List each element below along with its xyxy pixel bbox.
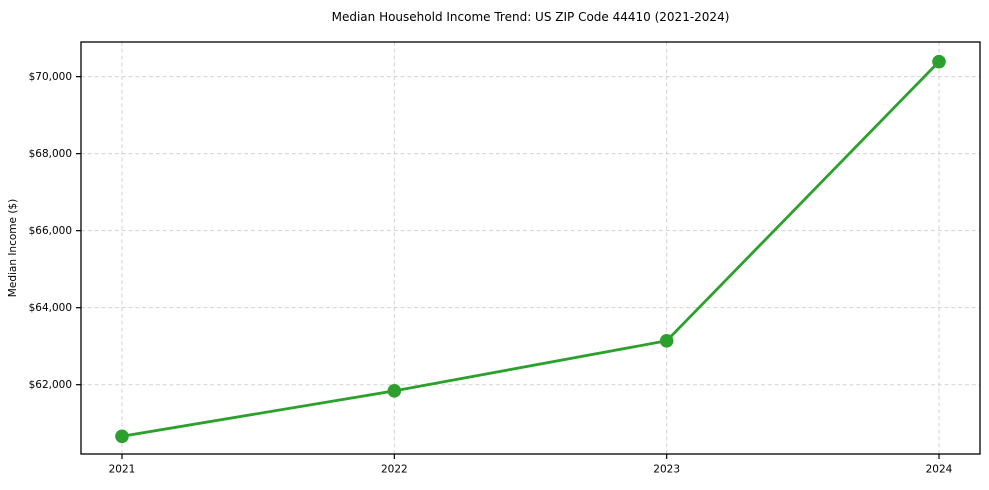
trend-line xyxy=(120,60,941,438)
data-point-marker xyxy=(115,429,129,444)
data-point-marker xyxy=(659,333,674,348)
y-tick-label: $64,000 xyxy=(29,302,72,314)
x-tick-label: 2021 xyxy=(109,464,136,476)
y-tick-label: $66,000 xyxy=(29,225,72,237)
chart-title: Median Household Income Trend: US ZIP Co… xyxy=(332,10,730,24)
x-tick-label: 2023 xyxy=(653,464,680,476)
y-tick-label: $68,000 xyxy=(29,148,72,160)
x-tick-label: 2024 xyxy=(926,464,953,476)
x-tick-label: 2022 xyxy=(381,464,408,476)
y-tick-label: $62,000 xyxy=(29,379,72,391)
plot-area: $62,000 $64,000 $66,000 $68,000 $70,000 2021 2… xyxy=(29,41,981,476)
data-point-marker xyxy=(387,384,402,398)
plot-frame xyxy=(80,41,981,455)
y-tick-label: $70,000 xyxy=(29,71,72,83)
y-axis-label: Median Income ($) xyxy=(7,199,19,297)
data-point-marker xyxy=(932,54,946,69)
